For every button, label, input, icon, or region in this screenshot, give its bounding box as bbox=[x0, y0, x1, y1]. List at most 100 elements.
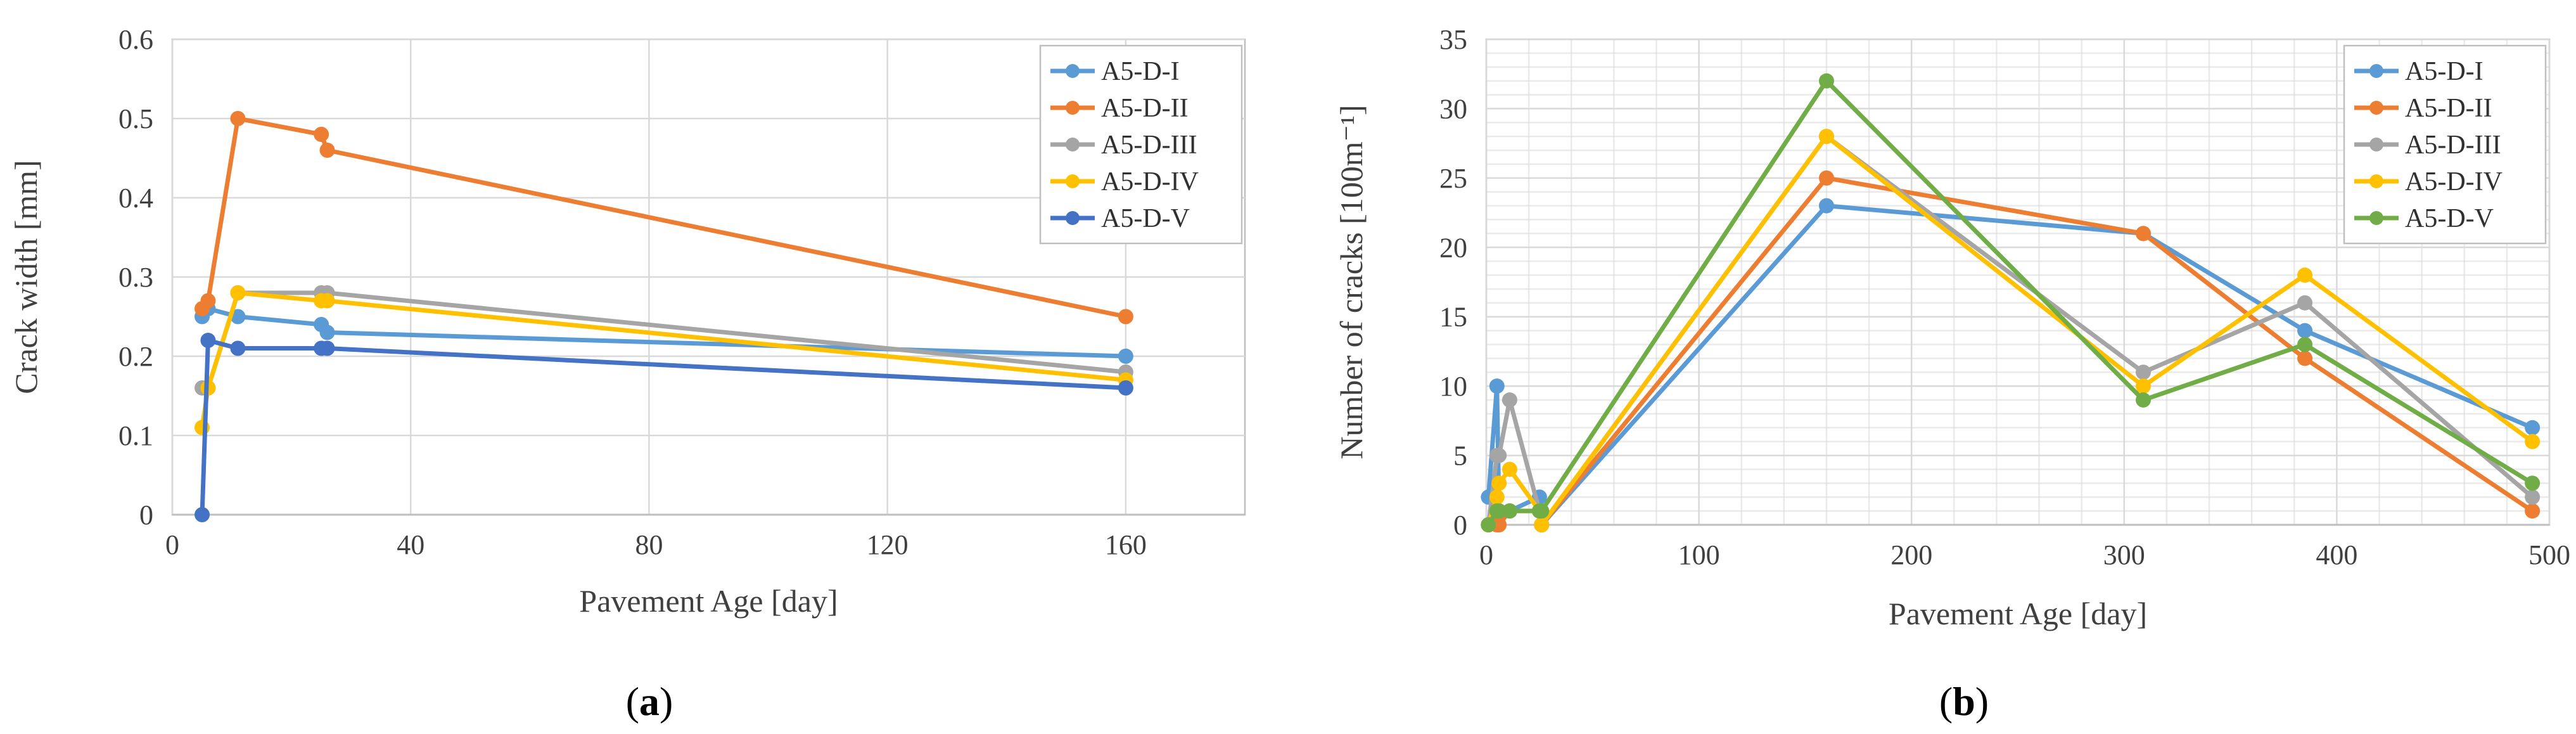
panel-label-b: (b) bbox=[1939, 679, 1989, 724]
legend-marker bbox=[1066, 101, 1080, 115]
data-point bbox=[1818, 73, 1834, 89]
y-tick-label: 10 bbox=[1439, 371, 1467, 402]
data-point bbox=[200, 293, 216, 309]
data-point bbox=[200, 333, 216, 348]
legend-label: A5-D-V bbox=[2405, 204, 2494, 233]
legend-item: A5-D-I bbox=[1050, 57, 1180, 86]
data-point bbox=[2525, 475, 2541, 491]
legend-label: A5-D-IV bbox=[1101, 167, 1199, 196]
data-point bbox=[2136, 392, 2152, 408]
data-point bbox=[1534, 503, 1550, 519]
data-point bbox=[2297, 267, 2313, 283]
data-point bbox=[230, 111, 246, 126]
x-axis-label-a: Pavement Age [day] bbox=[579, 583, 838, 619]
data-point bbox=[314, 127, 329, 142]
x-tick-label: 100 bbox=[1678, 539, 1720, 570]
legend-a: A5-D-I A5-D-II A5-D-III A5-D-IV A5-D-V bbox=[1039, 44, 1243, 245]
x-tick-label: 80 bbox=[635, 529, 663, 560]
legend-item: A5-D-II bbox=[1050, 94, 1189, 123]
data-point bbox=[2525, 434, 2541, 449]
data-point bbox=[319, 143, 335, 158]
data-point bbox=[1534, 517, 1550, 532]
y-axis-label-b: Number of cracks [100m⁻¹] bbox=[1334, 105, 1369, 459]
x-tick-label: 400 bbox=[2316, 539, 2357, 570]
y-tick-label: 0.5 bbox=[118, 103, 153, 134]
legend-label: A5-D-I bbox=[1101, 57, 1180, 86]
y-tick-label: 0.2 bbox=[118, 341, 153, 372]
x-tick-label: 160 bbox=[1105, 529, 1147, 560]
y-tick-label: 5 bbox=[1453, 441, 1467, 472]
legend-marker bbox=[1066, 138, 1080, 151]
x-axis-label-b: Pavement Age [day] bbox=[1889, 596, 2147, 631]
y-tick-label: 0 bbox=[139, 499, 153, 531]
data-point bbox=[1489, 378, 1505, 394]
legend-marker bbox=[1066, 211, 1080, 225]
legend-label: A5-D-III bbox=[2405, 131, 2501, 160]
data-point bbox=[319, 325, 335, 340]
y-axis-label-a: Crack width [mm] bbox=[8, 160, 44, 394]
chart-panel-b: 0 100 200 300 400 500 0 5 10 15 20 25 30 35 Pavement… bbox=[1334, 24, 2570, 724]
data-point bbox=[194, 507, 210, 522]
legend-marker bbox=[2369, 101, 2383, 115]
y-tick-label: 0 bbox=[1453, 510, 1467, 541]
y-tick-label: 30 bbox=[1439, 93, 1467, 124]
data-point bbox=[230, 340, 246, 356]
x-tick-label: 120 bbox=[867, 529, 909, 560]
series-line bbox=[200, 116, 1126, 319]
y-tick-label: 25 bbox=[1439, 163, 1467, 194]
legend-label: A5-D-II bbox=[2405, 94, 2492, 123]
data-point bbox=[1818, 170, 1834, 186]
legend-label: A5-D-I bbox=[2405, 57, 2484, 86]
legend-item: A5-D-I bbox=[2354, 57, 2484, 86]
data-point bbox=[1118, 349, 1133, 364]
series-line bbox=[200, 338, 1126, 515]
data-point bbox=[1818, 129, 1834, 145]
data-point bbox=[1502, 461, 1517, 477]
legend-marker bbox=[2369, 211, 2383, 225]
data-point bbox=[2136, 378, 2152, 394]
data-point bbox=[2297, 323, 2313, 338]
data-point bbox=[2136, 364, 2152, 380]
data-point bbox=[2297, 337, 2313, 352]
series-A5-D-V bbox=[194, 333, 1133, 522]
series-A5-D-V bbox=[1481, 73, 2541, 532]
series-A5-D-II bbox=[194, 111, 1133, 325]
legend-marker bbox=[1066, 64, 1080, 78]
data-point bbox=[1491, 475, 1507, 491]
data-point bbox=[1502, 503, 1517, 519]
x-tick-label: 40 bbox=[397, 529, 424, 560]
legend-item: A5-D-V bbox=[2354, 204, 2494, 233]
x-tick-labels-a: 0 40 80 120 160 bbox=[165, 529, 1147, 560]
legend-marker bbox=[2369, 64, 2383, 78]
y-tick-label: 0.3 bbox=[118, 262, 153, 293]
data-point bbox=[319, 293, 335, 309]
legend-label: A5-D-II bbox=[1101, 94, 1189, 123]
legend-item: A5-D-V bbox=[1050, 204, 1190, 233]
y-tick-labels-a: 0 0.1 0.2 0.3 0.4 0.5 0.6 bbox=[118, 24, 153, 531]
data-point bbox=[2136, 226, 2152, 241]
legend-b: A5-D-I A5-D-II A5-D-III A5-D-IV A5-D-V bbox=[2343, 44, 2547, 245]
data-point bbox=[319, 340, 335, 356]
legend-item: A5-D-II bbox=[2354, 94, 2492, 123]
series-group-b bbox=[1481, 73, 2541, 532]
data-point bbox=[1491, 517, 1507, 532]
data-point bbox=[1489, 489, 1505, 505]
legend-marker bbox=[2369, 174, 2383, 188]
y-tick-label: 20 bbox=[1439, 232, 1467, 263]
panel-label-a: (a) bbox=[626, 679, 673, 724]
data-point bbox=[1118, 380, 1133, 396]
data-point bbox=[1818, 198, 1834, 214]
data-point bbox=[1491, 447, 1507, 463]
data-point bbox=[2525, 420, 2541, 435]
data-point bbox=[2297, 351, 2313, 366]
y-tick-label: 0.4 bbox=[118, 183, 153, 214]
data-point bbox=[2525, 503, 2541, 519]
legend-item: A5-D-IV bbox=[2354, 167, 2503, 196]
chart-panel-a: 0 40 80 120 160 0 0.1 0.2 0.3 0.4 0.5 0.6 Pavement… bbox=[8, 24, 1246, 724]
legend-label: A5-D-V bbox=[1101, 204, 1190, 233]
legend-label: A5-D-III bbox=[1101, 131, 1197, 160]
x-tick-label: 300 bbox=[2103, 539, 2145, 570]
data-point bbox=[230, 285, 246, 300]
data-point bbox=[2525, 489, 2541, 505]
